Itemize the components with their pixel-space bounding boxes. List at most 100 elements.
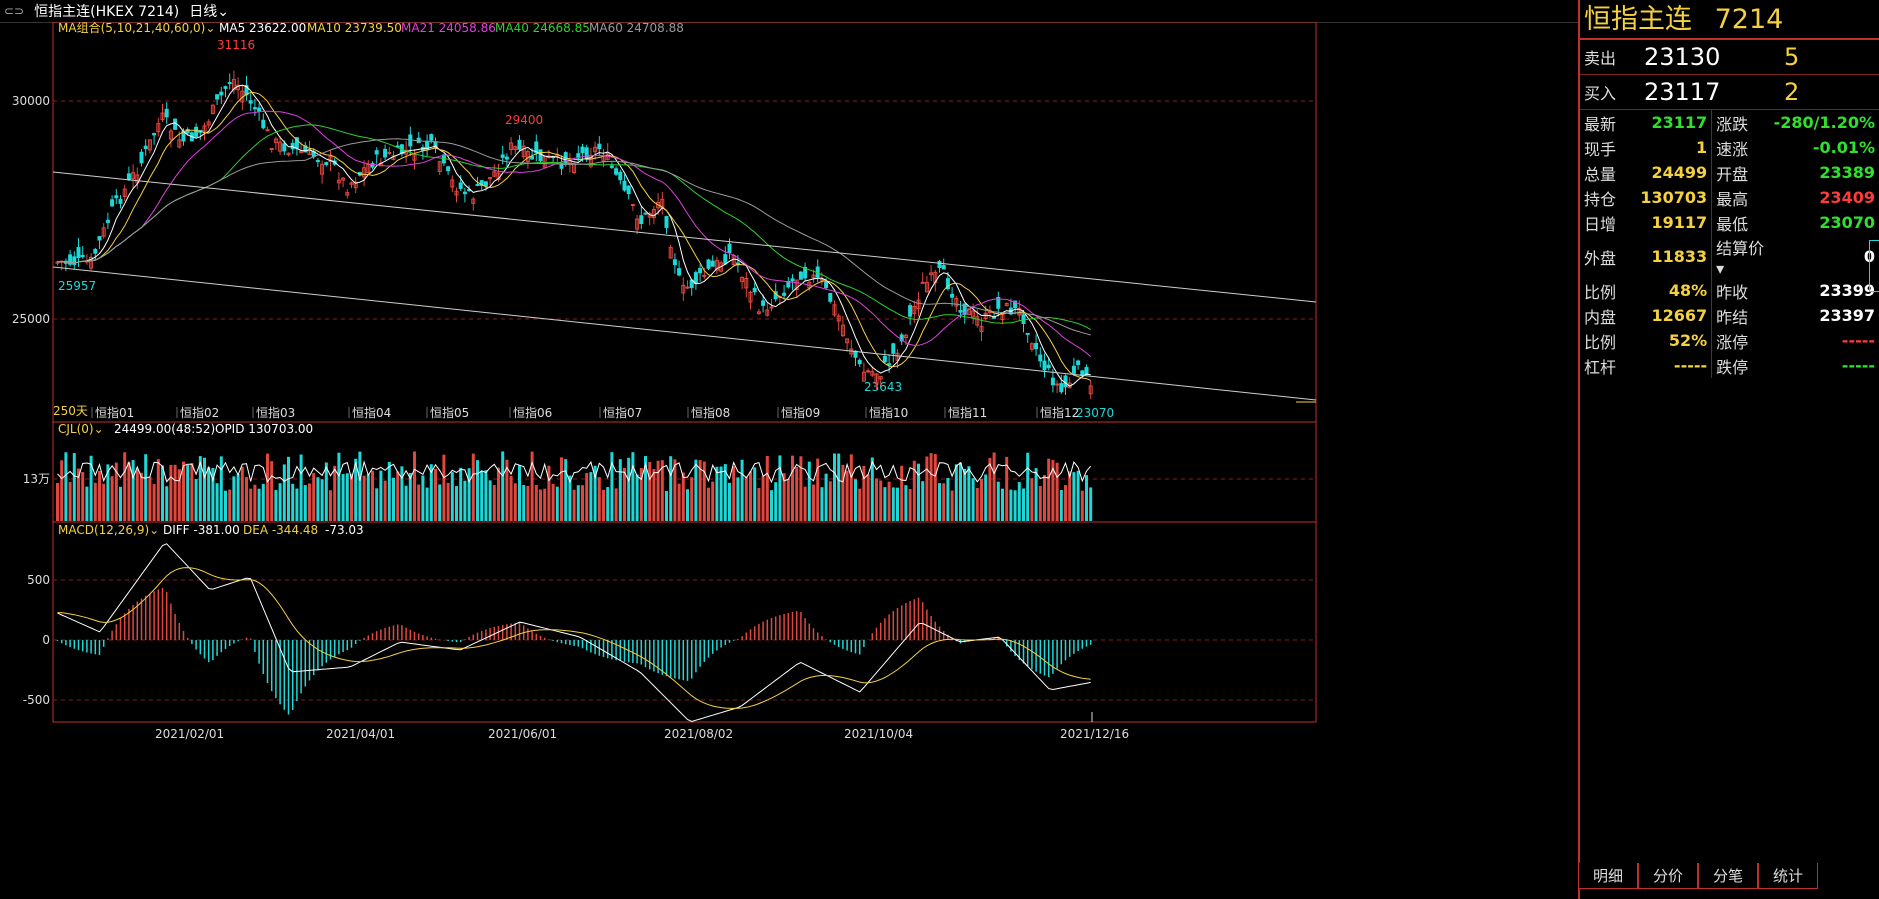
- candle[interactable]: [1059, 383, 1064, 393]
- candle[interactable]: [609, 165, 614, 168]
- candle[interactable]: [698, 268, 703, 274]
- candle[interactable]: [593, 146, 598, 153]
- candle[interactable]: [769, 306, 774, 309]
- candle[interactable]: [685, 286, 690, 289]
- candle[interactable]: [895, 352, 900, 361]
- candle[interactable]: [504, 156, 509, 160]
- candle[interactable]: [651, 208, 656, 219]
- candle[interactable]: [756, 311, 761, 314]
- candle[interactable]: [89, 256, 94, 269]
- candle[interactable]: [164, 108, 169, 118]
- candle[interactable]: [1071, 365, 1076, 374]
- candle[interactable]: [160, 112, 165, 120]
- candle[interactable]: [790, 278, 795, 282]
- candle[interactable]: [147, 139, 152, 151]
- candle[interactable]: [248, 100, 253, 104]
- candle[interactable]: [462, 191, 467, 195]
- candle[interactable]: [677, 268, 682, 276]
- candle[interactable]: [1076, 360, 1081, 366]
- candle[interactable]: [177, 139, 182, 148]
- candle[interactable]: [920, 281, 925, 284]
- candle[interactable]: [702, 274, 707, 277]
- candle[interactable]: [748, 291, 753, 303]
- candle[interactable]: [614, 168, 619, 175]
- candle[interactable]: [210, 104, 215, 115]
- candle[interactable]: [483, 181, 488, 187]
- candle[interactable]: [912, 305, 917, 315]
- candle[interactable]: [223, 86, 228, 89]
- candle[interactable]: [996, 297, 1001, 309]
- chart-canvas[interactable]: 30000 25000 13万 500 0 -500 MA组合(5,10,21,…: [0, 20, 1576, 868]
- candle[interactable]: [362, 167, 367, 178]
- candle[interactable]: [714, 259, 719, 271]
- candle[interactable]: [122, 188, 127, 198]
- tab-0[interactable]: 明细: [1578, 863, 1639, 889]
- candle[interactable]: [173, 118, 178, 130]
- candle[interactable]: [924, 281, 929, 293]
- candle[interactable]: [475, 183, 480, 186]
- candle[interactable]: [1050, 377, 1055, 386]
- candle[interactable]: [874, 373, 879, 385]
- candle[interactable]: [454, 190, 459, 196]
- candle[interactable]: [664, 216, 669, 228]
- candle[interactable]: [954, 297, 959, 307]
- candle[interactable]: [882, 356, 887, 363]
- candle[interactable]: [324, 162, 329, 166]
- candle[interactable]: [958, 310, 963, 313]
- macd-indicator-label[interactable]: MACD(12,26,9)⌄: [58, 523, 159, 537]
- candle[interactable]: [1088, 385, 1093, 395]
- candle[interactable]: [681, 284, 686, 294]
- candle[interactable]: [803, 266, 808, 279]
- candle[interactable]: [257, 107, 262, 112]
- candle[interactable]: [135, 174, 140, 184]
- candle[interactable]: [446, 166, 451, 172]
- candle[interactable]: [811, 274, 816, 279]
- candle[interactable]: [853, 350, 858, 358]
- candle[interactable]: [282, 143, 287, 152]
- candle[interactable]: [345, 192, 350, 196]
- candle[interactable]: [261, 119, 266, 129]
- candle[interactable]: [727, 243, 732, 254]
- kline-chart[interactable]: 30000 25000 13万 500 0 -500 MA组合(5,10,21,…: [0, 20, 1576, 868]
- tab-3[interactable]: 统计: [1758, 863, 1819, 889]
- candle[interactable]: [798, 271, 803, 280]
- candle[interactable]: [513, 146, 518, 151]
- candle[interactable]: [761, 300, 766, 306]
- candle[interactable]: [517, 139, 522, 150]
- candle[interactable]: [341, 177, 346, 181]
- candle[interactable]: [740, 276, 745, 283]
- candle[interactable]: [723, 254, 728, 265]
- candle[interactable]: [1029, 343, 1034, 350]
- candle[interactable]: [1004, 302, 1009, 307]
- candle[interactable]: [639, 215, 644, 225]
- tab-2[interactable]: 分笔: [1698, 863, 1759, 889]
- candle[interactable]: [870, 371, 875, 376]
- candle[interactable]: [278, 141, 283, 152]
- candle[interactable]: [387, 151, 392, 154]
- info-key[interactable]: 结算价 ▾: [1716, 239, 1765, 278]
- candle[interactable]: [479, 180, 484, 186]
- candle[interactable]: [1084, 367, 1089, 375]
- candle[interactable]: [114, 195, 119, 199]
- candle[interactable]: [68, 254, 73, 265]
- candle[interactable]: [265, 129, 270, 132]
- candle[interactable]: [1046, 364, 1051, 369]
- candle[interactable]: [206, 121, 211, 126]
- candle[interactable]: [1013, 300, 1018, 309]
- candle[interactable]: [299, 150, 304, 153]
- candle[interactable]: [765, 309, 770, 316]
- candle[interactable]: [412, 154, 417, 161]
- candle[interactable]: [353, 181, 358, 189]
- candle[interactable]: [97, 236, 102, 241]
- candle[interactable]: [534, 141, 539, 154]
- candle[interactable]: [618, 171, 623, 181]
- candle[interactable]: [349, 182, 354, 185]
- trend-lines[interactable]: [52, 171, 1317, 401]
- candle[interactable]: [286, 152, 291, 156]
- candle[interactable]: [950, 293, 955, 298]
- candle[interactable]: [290, 142, 295, 150]
- candle[interactable]: [1034, 342, 1039, 350]
- candle[interactable]: [908, 305, 913, 317]
- candle[interactable]: [437, 161, 442, 172]
- candle[interactable]: [857, 359, 862, 365]
